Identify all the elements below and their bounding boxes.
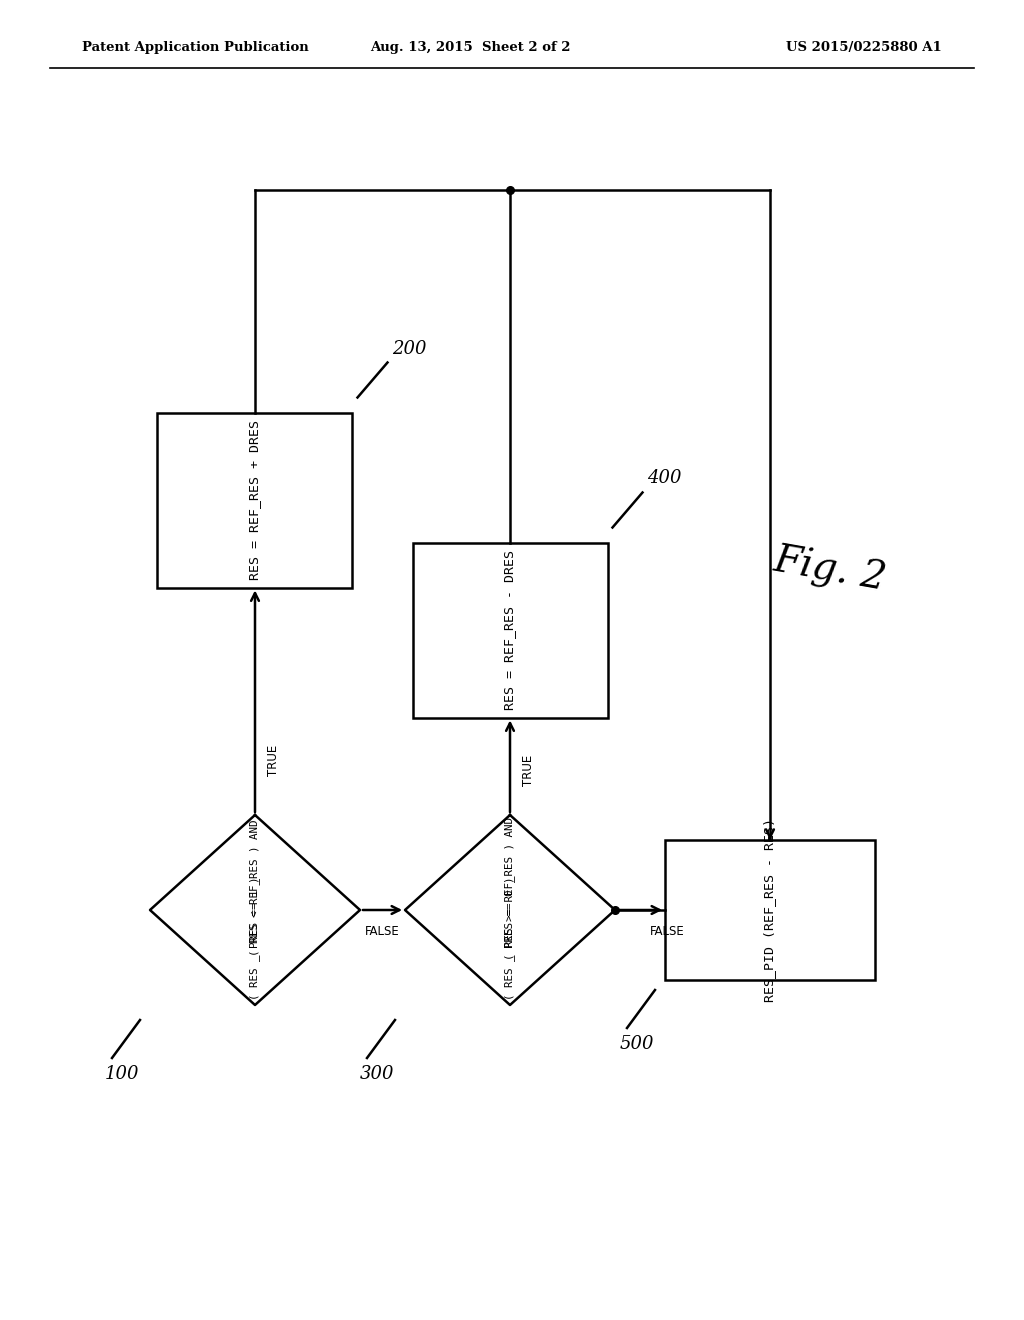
Text: Patent Application Publication: Patent Application Publication bbox=[82, 41, 309, 54]
Text: ( RES < REF_RES ) AND: ( RES < REF_RES ) AND bbox=[250, 820, 260, 956]
Text: ( RES >= REF_RES ) AND: ( RES >= REF_RES ) AND bbox=[505, 817, 515, 960]
Text: FALSE: FALSE bbox=[366, 925, 400, 939]
Bar bbox=[413, 543, 607, 718]
Text: 100: 100 bbox=[105, 1065, 139, 1082]
Text: US 2015/0225880 A1: US 2015/0225880 A1 bbox=[786, 41, 942, 54]
Text: TRUE: TRUE bbox=[522, 754, 535, 785]
Text: Aug. 13, 2015  Sheet 2 of 2: Aug. 13, 2015 Sheet 2 of 2 bbox=[370, 41, 570, 54]
Bar bbox=[158, 413, 352, 587]
Text: 400: 400 bbox=[647, 470, 682, 487]
Text: RES_PID (REF_RES - RES): RES_PID (REF_RES - RES) bbox=[764, 818, 776, 1002]
Text: TRUE: TRUE bbox=[267, 744, 280, 776]
Text: ( RES _ PRES == 0 ): ( RES _ PRES == 0 ) bbox=[505, 876, 515, 999]
Text: 300: 300 bbox=[360, 1065, 394, 1082]
Text: FALSE: FALSE bbox=[650, 925, 685, 939]
Text: 500: 500 bbox=[620, 1035, 654, 1053]
Text: RES = REF_RES + DRES: RES = REF_RES + DRES bbox=[249, 420, 261, 579]
Text: 200: 200 bbox=[392, 339, 427, 358]
Bar bbox=[665, 840, 874, 979]
Text: RES = REF_RES - DRES: RES = REF_RES - DRES bbox=[504, 550, 516, 710]
Text: Fig. 2: Fig. 2 bbox=[771, 541, 889, 598]
Text: ( RES _ PRES == 1 ): ( RES _ PRES == 1 ) bbox=[250, 876, 260, 999]
